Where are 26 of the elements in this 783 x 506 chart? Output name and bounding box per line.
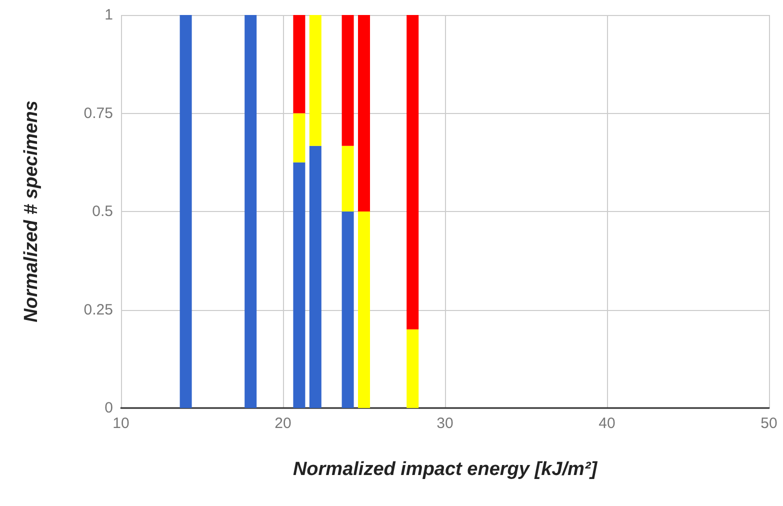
bar bbox=[342, 146, 354, 212]
x-tick-label: 20 bbox=[274, 415, 292, 432]
y-tick-label: 1 bbox=[104, 6, 113, 24]
bar bbox=[358, 212, 370, 408]
y-tick-label: 0.75 bbox=[84, 104, 113, 122]
bar bbox=[293, 15, 306, 114]
bar bbox=[358, 15, 370, 212]
y-axis-title: Normalized # specimens bbox=[21, 100, 42, 322]
x-tick-label: 30 bbox=[436, 415, 454, 432]
y-tick-label: 0 bbox=[104, 400, 113, 416]
bar bbox=[293, 113, 306, 162]
x-tick-label: 40 bbox=[598, 415, 616, 432]
bar bbox=[342, 15, 354, 146]
bar bbox=[309, 15, 322, 146]
x-tick-label: 50 bbox=[760, 415, 778, 432]
bar bbox=[342, 212, 354, 408]
y-tick-label: 0.25 bbox=[84, 301, 113, 318]
bar bbox=[309, 146, 322, 408]
y-tick-label: 0.5 bbox=[92, 203, 113, 220]
bar bbox=[180, 15, 192, 408]
bar bbox=[244, 15, 257, 408]
x-axis-title: Normalized impact energy [kJ/m²] bbox=[292, 459, 598, 480]
bar bbox=[293, 162, 306, 408]
bar bbox=[406, 329, 419, 408]
bar bbox=[406, 15, 419, 330]
x-tick-label: 10 bbox=[112, 415, 130, 432]
